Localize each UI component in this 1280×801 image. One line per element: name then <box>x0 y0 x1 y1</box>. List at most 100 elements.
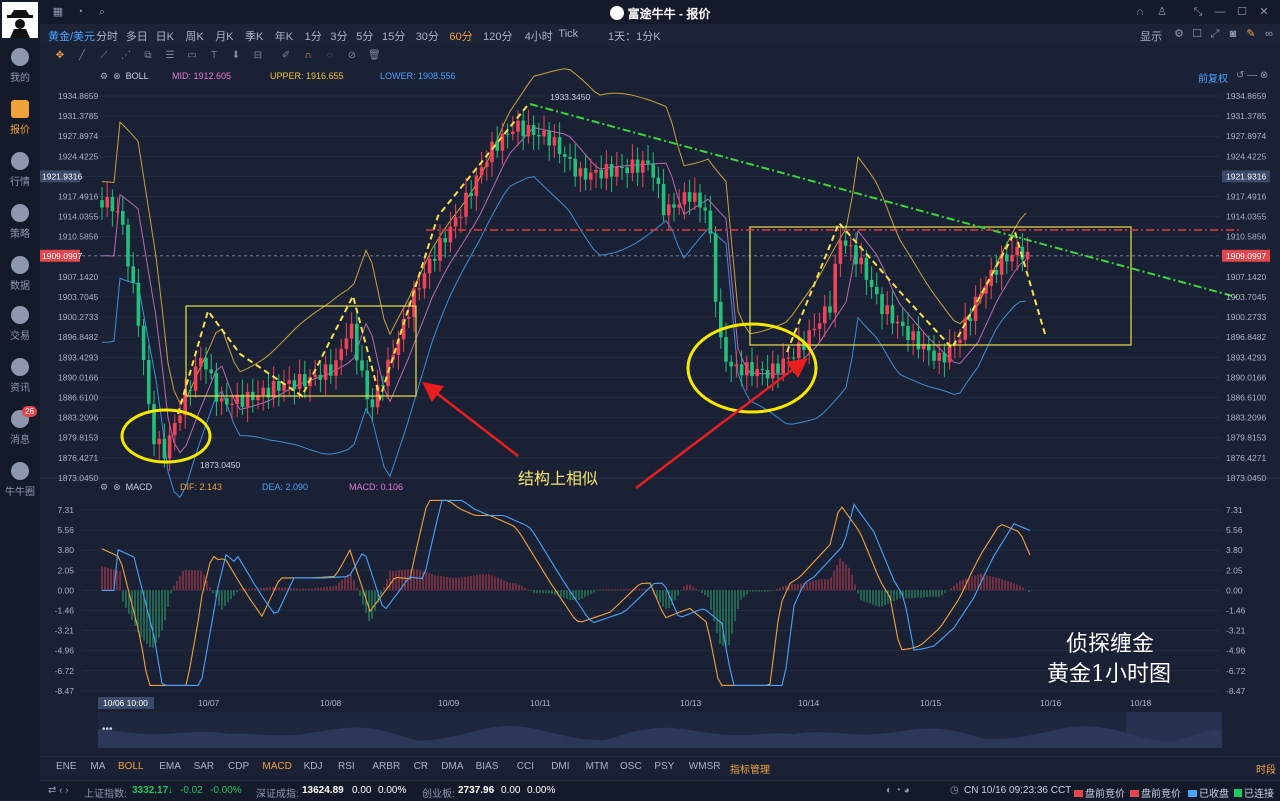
close-small-icon[interactable]: ⊗ <box>113 482 121 492</box>
indicator-tab[interactable]: PSY <box>654 761 675 772</box>
indicator-tab[interactable]: MTM <box>585 761 609 772</box>
price-axis-label-right: 1883.2096 <box>1226 413 1266 423</box>
arrow-tool-icon[interactable]: ⬇ <box>231 50 241 61</box>
layout-icon[interactable]: ☐ <box>1192 28 1202 40</box>
period-tab[interactable]: 多日 <box>125 31 148 43</box>
nav-item-8[interactable]: 牛牛圈 <box>0 462 40 498</box>
indicator-tab[interactable]: OSC <box>620 761 642 772</box>
nav-item-1[interactable]: 报价 <box>0 100 40 136</box>
brush-icon[interactable]: ✐ <box>281 50 291 61</box>
close-small-icon[interactable]: ⊗ <box>113 71 121 81</box>
line-tool-icon[interactable]: ╱ <box>78 50 86 61</box>
headset-icon[interactable]: ∩ <box>1136 6 1144 18</box>
bell-icon[interactable]: ◔ <box>76 6 84 18</box>
wave-tool-icon[interactable]: ⋰ <box>121 50 131 61</box>
period-tab[interactable]: 4小时 <box>524 31 553 43</box>
flag-icon <box>1074 790 1083 797</box>
shirt-icon[interactable]: ♙ <box>1157 6 1167 18</box>
channel-tool-icon[interactable]: ⧉ <box>144 50 152 61</box>
period-tab[interactable]: 1分 <box>304 31 322 43</box>
period-tab[interactable]: 年K <box>274 31 294 43</box>
grid-icon[interactable]: ▦ <box>52 6 64 18</box>
nav-item-5[interactable]: 交易 <box>0 306 40 342</box>
minimize-icon[interactable]: — <box>1214 6 1226 18</box>
period-tab[interactable]: 3分 <box>330 31 348 43</box>
display-menu[interactable]: 显示 <box>1140 31 1162 43</box>
nav-item-6[interactable]: 资讯 <box>0 358 40 394</box>
nav-item-7[interactable]: 消息 26 <box>0 406 40 446</box>
period-tab[interactable]: 15分 <box>382 31 406 43</box>
period-tab[interactable]: 60分 <box>449 31 473 43</box>
nav-item-4[interactable]: 数据 <box>0 256 40 292</box>
reset-icon[interactable]: ↺ — ⊗ <box>1236 70 1269 81</box>
indicator-tab[interactable]: DMI <box>551 761 570 772</box>
measure-tool-icon[interactable]: ⊟ <box>253 50 263 61</box>
hide-icon[interactable]: ⊘ <box>347 50 357 61</box>
lock-icon[interactable]: ◌ <box>327 50 333 61</box>
indicator-tab[interactable]: CCI <box>516 761 535 772</box>
candle-body <box>979 293 983 297</box>
candle-body <box>833 263 837 313</box>
indicator-tab[interactable]: ARBR <box>372 761 401 772</box>
indicator-tab[interactable]: MA <box>90 761 106 772</box>
indicator-tab[interactable]: MACD <box>262 761 292 772</box>
close-icon[interactable]: ✕ <box>1259 6 1269 18</box>
ray-tool-icon[interactable]: ⟋ <box>100 50 108 61</box>
link-icon[interactable]: ∞ <box>1265 28 1273 40</box>
period-tab[interactable]: Tick <box>558 28 579 40</box>
search-icon[interactable]: ⌕ <box>98 6 106 18</box>
period-tab[interactable]: 5分 <box>356 31 374 43</box>
shape-tool-icon[interactable]: ▭ <box>187 50 197 61</box>
nav-item-0[interactable]: 我的 <box>0 48 40 84</box>
nav-item-2[interactable]: 行情 <box>0 152 40 188</box>
delete-icon[interactable]: 🗑 <box>368 50 381 61</box>
period-tab[interactable]: 分时 <box>96 31 118 43</box>
indicator-tab[interactable]: EMA <box>159 761 181 772</box>
symbol-selector[interactable]: 黄金/美元 <box>48 31 96 43</box>
period-tab[interactable]: 周K <box>185 31 204 43</box>
pencil-icon[interactable]: ✎ <box>1246 28 1256 40</box>
nav-item-3[interactable]: 策略 <box>0 204 40 240</box>
settings-small-icon[interactable]: ⚙ <box>100 482 109 492</box>
indicator-tab[interactable]: KDJ <box>303 761 323 772</box>
indicator-tab[interactable]: BIAS <box>475 761 499 772</box>
fib-tool-icon[interactable]: ☰ <box>165 50 175 61</box>
boll-name[interactable]: BOLL <box>125 71 149 81</box>
fullscreen-icon[interactable]: ⤢ <box>1210 28 1220 40</box>
settings-icon[interactable]: ⚙ <box>1174 28 1184 40</box>
indicator-tab[interactable]: 指标管理 <box>730 765 770 776</box>
candle-body <box>760 368 765 370</box>
period-tab[interactable]: 月K <box>215 31 234 43</box>
user-avatar[interactable] <box>2 2 38 38</box>
indicator-tab[interactable]: WMSR <box>688 761 721 772</box>
chart-low-label: 1873.0450 <box>200 460 240 470</box>
indicator-tab[interactable]: RSI <box>338 761 355 772</box>
period-tab[interactable]: 季K <box>245 31 264 43</box>
indicator-tab[interactable]: SAR <box>193 761 215 772</box>
adjust-toggle[interactable]: 前复权 <box>1198 74 1228 85</box>
market-status-2: 盘前竞价 <box>1141 789 1181 800</box>
period-tab[interactable]: 日K <box>155 31 174 43</box>
period-tab[interactable]: 30分 <box>415 31 439 43</box>
candle-body <box>578 168 583 177</box>
period-tab[interactable]: 1天：1分K <box>608 31 661 43</box>
candle-body <box>474 175 479 196</box>
maximize-icon[interactable]: ☐ <box>1237 6 1247 18</box>
indicator-tab[interactable]: CR <box>413 761 429 772</box>
status-tools-icons[interactable]: ◐ ◔ ◕ <box>886 785 910 796</box>
indicator-tab[interactable]: ENE <box>56 761 77 772</box>
magnet-icon[interactable]: ∩ <box>304 50 312 61</box>
indicator-tab[interactable]: BOLL <box>118 761 144 772</box>
text-tool-icon[interactable]: T <box>210 50 218 61</box>
settings-small-icon[interactable]: ⚙ <box>100 71 109 81</box>
indicator-tab[interactable]: CDP <box>228 761 250 772</box>
indicator-tab[interactable]: DMA <box>441 761 464 772</box>
camera-icon[interactable]: ◙ <box>1229 28 1237 40</box>
status-nav-icons[interactable]: ⇄ ‹ › <box>48 785 69 796</box>
period-tab[interactable]: 120分 <box>483 31 513 43</box>
chart-area[interactable]: 1934.8659 1934.8659 1931.3785 1931.3785 1927… <box>40 66 1280 756</box>
collapse-icon[interactable]: ⤡ <box>1193 6 1203 18</box>
macd-name[interactable]: MACD <box>125 482 153 492</box>
crosshair-icon[interactable]: ✥ <box>55 50 65 61</box>
time-segment-tab[interactable]: 时段 <box>1256 765 1276 776</box>
